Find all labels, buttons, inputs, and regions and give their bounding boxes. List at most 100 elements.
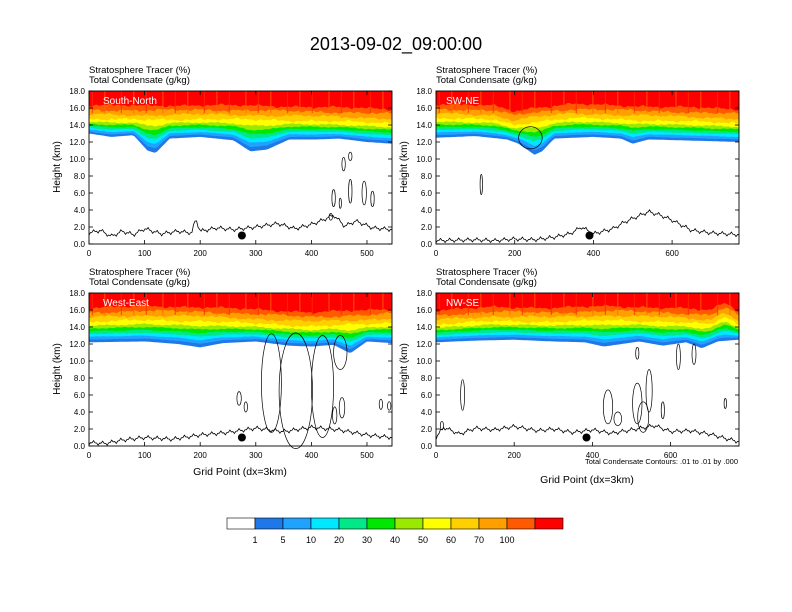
tracer-streak	[687, 91, 689, 114]
tracer-streak	[91, 91, 93, 114]
y-tick-label: 6.0	[421, 189, 433, 198]
colorbar-label: 30	[362, 535, 372, 545]
panel-var-line1: Stratosphere Tracer (%)	[436, 267, 537, 278]
tracer-streak	[216, 293, 218, 316]
colorbar-label: 40	[390, 535, 400, 545]
y-tick-label: 6.0	[74, 391, 86, 400]
tracer-streak	[104, 91, 106, 114]
tracer-streak	[521, 91, 523, 114]
location-marker	[582, 433, 591, 442]
tracer-streak	[162, 293, 164, 316]
tracer-streak	[604, 293, 606, 316]
tracer-streak	[286, 91, 289, 114]
colorbar-label: 20	[334, 535, 344, 545]
tracer-streak	[700, 293, 702, 316]
colorbar-swatch	[450, 517, 480, 530]
panel-var-line2: Total Condensate (g/kg)	[89, 277, 190, 288]
panel-var-line1: Stratosphere Tracer (%)	[89, 65, 190, 76]
tracer-streak	[369, 91, 372, 114]
plot-area: 0.0 2.0 4.0 6.0 8.0 10.0 12.0 14.0 16.0 18.0 0 200 4…	[416, 87, 740, 258]
panel-label: NW-SE	[446, 298, 479, 309]
tracer-streak	[228, 91, 230, 114]
x-tick-label: 200	[508, 249, 522, 258]
x-tick-label: 100	[138, 451, 152, 460]
colorbar-label: 50	[418, 535, 428, 545]
tracer-streak	[675, 293, 677, 316]
tracer-streak	[451, 293, 453, 316]
tracer-streak	[492, 91, 494, 114]
condensate-contour	[338, 397, 346, 419]
tracer-streak	[563, 91, 565, 114]
condensate-contour	[236, 391, 242, 406]
y-tick-label: 14.0	[416, 323, 432, 332]
y-axis-label: Height (km)	[52, 141, 63, 193]
colorbar-swatch	[422, 517, 452, 530]
y-tick-label: 0.0	[421, 442, 433, 451]
panel-var-line2: Total Condensate (g/kg)	[89, 75, 190, 86]
colorbar-label: 10	[306, 535, 316, 545]
tracer-streak	[340, 293, 342, 316]
colorbar-swatch	[338, 517, 368, 530]
panel-west-east: Stratosphere Tracer (%) Total Condensate…	[52, 267, 393, 478]
x-tick-label: 400	[305, 451, 319, 460]
y-tick-label: 16.0	[416, 306, 432, 315]
location-marker	[585, 231, 594, 240]
tracer-streak	[604, 91, 606, 114]
tracer-streak	[438, 293, 440, 316]
tracer-streak	[133, 91, 135, 114]
y-tick-label: 4.0	[74, 206, 86, 215]
location-marker	[237, 231, 246, 240]
location-marker	[237, 433, 246, 442]
tracer-streak	[480, 91, 482, 114]
condensate-contour	[635, 346, 640, 360]
terrain-line	[88, 214, 393, 238]
condensate-contour	[660, 401, 665, 420]
tracer-streak	[216, 91, 218, 114]
tracer-streak	[311, 293, 313, 316]
y-tick-label: 18.0	[416, 87, 432, 96]
tracer-streak	[299, 91, 301, 114]
tracer-streak	[509, 293, 511, 316]
y-tick-label: 12.0	[416, 340, 432, 349]
tracer-streak	[492, 293, 494, 316]
condensate-contour	[348, 179, 353, 204]
tracer-streak	[509, 91, 511, 114]
y-tick-label: 10.0	[69, 357, 85, 366]
condensate-contour	[518, 126, 543, 150]
y-tick-label: 10.0	[69, 155, 85, 164]
tracer-streak	[480, 293, 482, 316]
tracer-streak	[575, 91, 577, 114]
condensate-contour	[333, 335, 348, 370]
panel-var-line2: Total Condensate (g/kg)	[436, 277, 537, 288]
y-tick-label: 10.0	[416, 155, 432, 164]
tracer-streak	[729, 293, 731, 316]
plot-frame	[435, 292, 740, 447]
condensate-contour	[723, 398, 727, 409]
terrain-line	[435, 423, 740, 444]
x-tick-label: 300	[249, 451, 263, 460]
tracer-streak	[174, 293, 176, 316]
tracer-streak	[563, 293, 565, 316]
y-tick-label: 8.0	[74, 374, 86, 383]
y-tick-label: 0.0	[74, 442, 86, 451]
y-tick-label: 16.0	[69, 306, 85, 315]
condensate-contour	[278, 332, 313, 449]
condensate-contour	[370, 190, 375, 207]
tracer-streak	[120, 91, 122, 114]
tracer-streak	[633, 293, 636, 316]
tracer-streak	[187, 91, 189, 114]
tracer-streak	[451, 91, 453, 114]
x-tick-label: 0	[87, 249, 92, 258]
tracer-streak	[174, 91, 176, 114]
condensate-contour	[613, 411, 623, 426]
colorbar-label: 1	[252, 535, 257, 545]
tracer-streak	[120, 293, 122, 316]
tracer-streak	[270, 293, 272, 316]
colorbar-swatch	[394, 517, 424, 530]
condensate-contour	[311, 335, 334, 438]
panel-nw-se: Stratosphere Tracer (%) Total Condensate…	[399, 267, 740, 486]
plot-area: 0.0 2.0 4.0 6.0 8.0 10.0 12.0 14.0 16.0 18.0 0 200 4…	[416, 289, 740, 460]
condensate-contour	[637, 401, 650, 433]
tracer-streak	[729, 91, 731, 114]
tracer-streak	[245, 91, 247, 114]
